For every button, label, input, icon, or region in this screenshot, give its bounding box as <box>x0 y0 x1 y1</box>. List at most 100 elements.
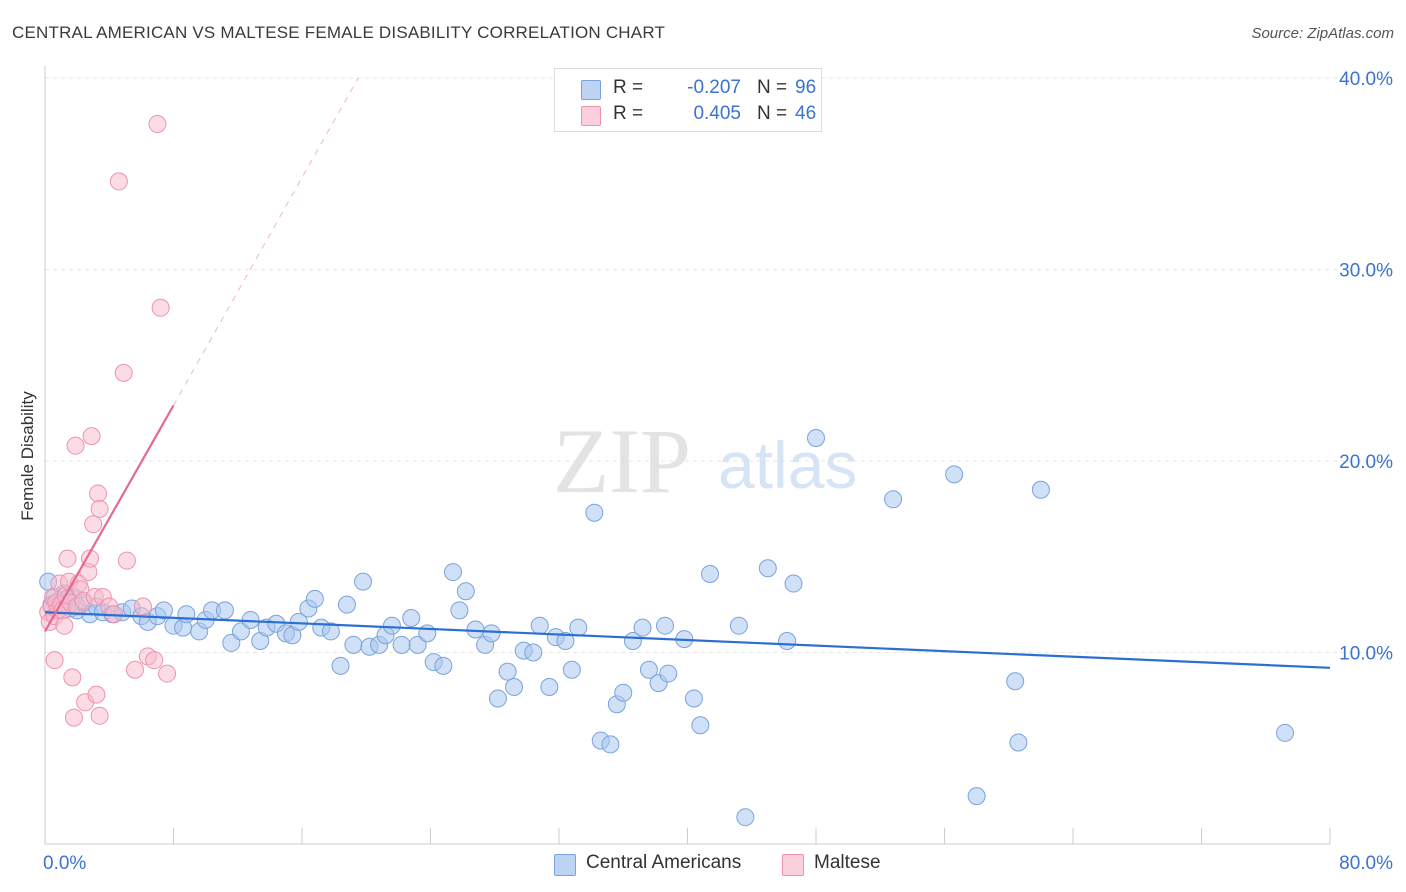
maltese-point <box>45 651 64 670</box>
central-american-point <box>684 689 703 708</box>
maltese-point <box>63 668 82 687</box>
central-american-point <box>466 620 485 639</box>
maltese-point <box>109 172 128 191</box>
central-american-point <box>1031 480 1050 499</box>
watermark-atlas: atlas <box>718 428 857 502</box>
maltese-swatch <box>581 106 601 126</box>
central-n-value: 96 <box>795 77 817 98</box>
central-american-point <box>633 618 652 637</box>
central-swatch <box>554 854 576 876</box>
maltese-point <box>90 499 109 518</box>
maltese-point <box>145 651 164 670</box>
central-american-point <box>807 429 825 448</box>
central-american-point <box>231 622 250 641</box>
central-american-point <box>337 595 356 614</box>
maltese-point <box>133 597 152 616</box>
y-tick-label: 30.0% <box>1339 261 1393 282</box>
central-american-point <box>1006 672 1025 691</box>
central-american-point <box>305 589 324 608</box>
central-american-point <box>215 601 234 620</box>
x-tick-label: 0.0% <box>43 853 86 874</box>
central-american-point <box>524 643 543 662</box>
maltese-trend-extension <box>173 77 359 406</box>
central-american-point <box>418 624 437 643</box>
central-american-point <box>639 660 658 679</box>
central-american-point <box>482 624 501 643</box>
central-american-point <box>505 677 524 696</box>
maltese-point <box>158 664 177 683</box>
central-american-point <box>434 656 453 675</box>
central-american-point <box>945 465 964 484</box>
central-american-point <box>321 622 340 641</box>
maltese-point <box>87 685 106 704</box>
y-tick-label: 10.0% <box>1339 644 1393 665</box>
central-american-point <box>154 601 173 620</box>
central-american-point <box>758 559 777 578</box>
central-american-point <box>729 616 748 635</box>
central-american-point <box>556 632 575 651</box>
maltese-r-value: 0.405 <box>693 103 741 124</box>
maltese-point <box>117 551 136 570</box>
axes <box>44 66 1331 845</box>
central-r-value: -0.207 <box>687 77 741 98</box>
central-american-point <box>354 572 373 591</box>
central-american-point <box>784 574 803 593</box>
central-american-point <box>1276 723 1295 742</box>
central-american-point <box>778 632 797 651</box>
central-american-point <box>967 787 986 806</box>
chart-title: CENTRAL AMERICAN VS MALTESE FEMALE DISAB… <box>12 23 666 42</box>
central-trend-line <box>44 611 1331 669</box>
r-label: R = <box>613 103 644 124</box>
correlation-legend: R = -0.207 N = 96 R = 0.405 N = 46 <box>554 68 822 132</box>
maltese-point <box>66 436 85 455</box>
central-legend-label: Central Americans <box>586 852 742 873</box>
central-american-point <box>222 633 241 652</box>
central-swatch <box>581 80 601 100</box>
y-tick-label: 20.0% <box>1339 452 1393 473</box>
central-american-point <box>456 582 475 601</box>
maltese-point <box>89 484 108 503</box>
grid-lines <box>45 77 1392 653</box>
central-american-point <box>1009 733 1028 752</box>
maltese-point <box>151 298 170 317</box>
central-american-point <box>614 683 633 702</box>
trend-lines <box>44 77 1331 669</box>
maltese-point <box>84 515 103 534</box>
maltese-point <box>125 660 144 679</box>
central-american-point <box>700 564 719 583</box>
central-american-point <box>177 605 196 624</box>
maltese-n-value: 46 <box>795 103 817 124</box>
central-american-point <box>408 635 427 654</box>
central-american-point <box>656 616 675 635</box>
maltese-point <box>114 363 133 382</box>
maltese-point <box>64 708 83 727</box>
central-american-point <box>659 664 678 683</box>
watermark-zip: ZIP <box>553 410 691 512</box>
watermark: ZIP atlas <box>553 410 857 512</box>
maltese-point <box>82 427 101 446</box>
central-american-point <box>443 563 462 582</box>
central-american-point <box>382 616 401 635</box>
maltese-point <box>55 616 74 635</box>
central-american-point <box>450 601 469 620</box>
maltese-swatch <box>782 854 804 876</box>
tick-labels: 10.0% 20.0% 30.0% 40.0% 0.0% 80.0% <box>43 69 1393 874</box>
n-label: N = <box>757 103 788 124</box>
x-tick-label: 80.0% <box>1339 853 1393 874</box>
central-american-point <box>344 635 363 654</box>
central-american-point <box>691 716 710 735</box>
central-american-point <box>569 618 588 637</box>
maltese-point <box>148 114 167 133</box>
maltese-points <box>39 114 177 727</box>
central-american-point <box>530 616 549 635</box>
maltese-legend-label: Maltese <box>814 852 881 873</box>
maltese-trend-line <box>44 404 175 632</box>
maltese-point <box>58 549 77 568</box>
central-american-point <box>562 660 581 679</box>
central-american-point <box>331 656 350 675</box>
central-american-point <box>601 735 620 754</box>
y-tick-label: 40.0% <box>1339 69 1393 90</box>
central-american-point <box>884 490 903 509</box>
central-american-point <box>540 677 559 696</box>
